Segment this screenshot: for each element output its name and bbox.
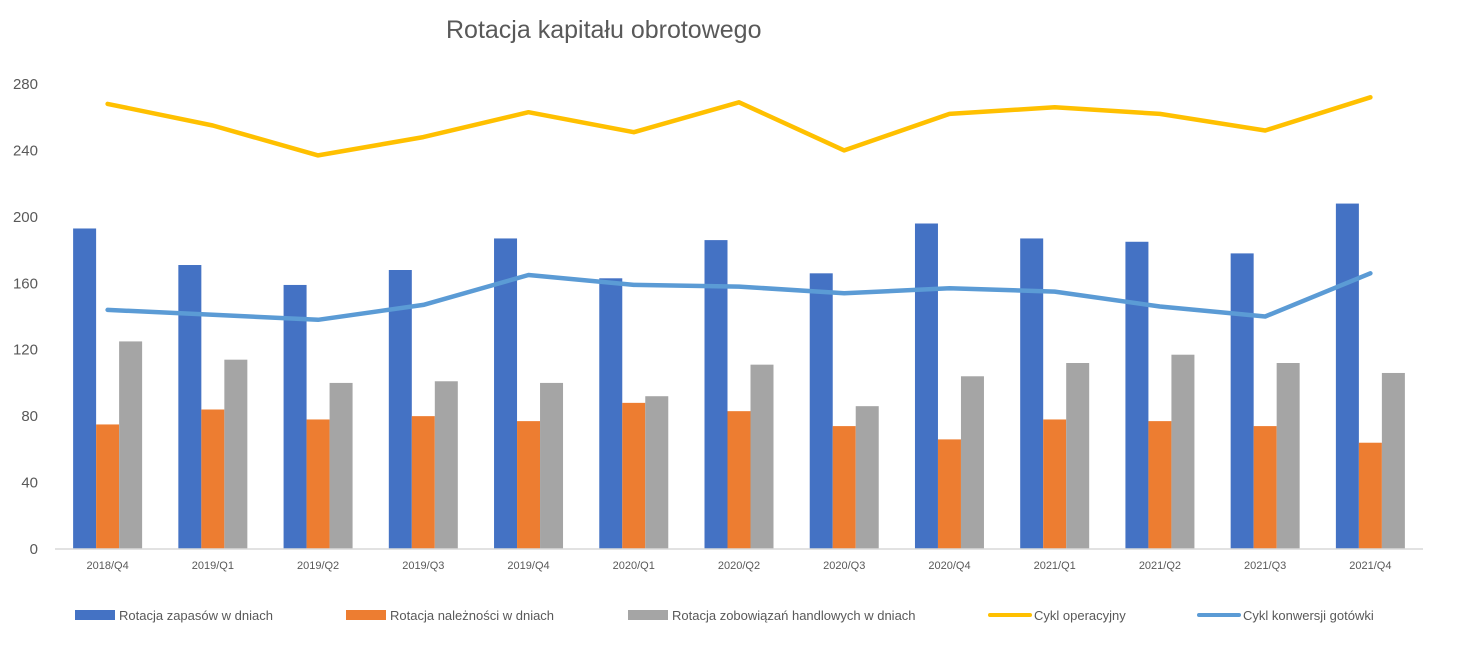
bar-rotacja-zapasow-w-dniach-2021-q1 bbox=[1020, 238, 1044, 550]
x-tick-label: 2020/Q4 bbox=[928, 560, 970, 572]
bar-rotacja-zapasow-w-dniach-2020-q2 bbox=[704, 240, 728, 549]
bar-rotacja-zobowiazan-handlowych-w-dniach-2021-q2 bbox=[1171, 354, 1195, 549]
bar-rotacja-naleznosci-w-dniach-2021-q2 bbox=[1148, 421, 1172, 549]
legend-marker-rotacja-zapasow-w-dniach bbox=[75, 610, 115, 620]
y-tick-label: 40 bbox=[21, 475, 38, 492]
bar-rotacja-naleznosci-w-dniach-2020-q3 bbox=[832, 426, 856, 549]
x-tick-label: 2020/Q3 bbox=[823, 560, 865, 572]
line-cykl-operacyjny bbox=[105, 95, 1373, 158]
legend-marker-rotacja-zobowiazan-handlowych-w-dniach bbox=[628, 610, 668, 620]
x-tick-label: 2020/Q2 bbox=[718, 560, 760, 572]
y-tick-label: 0 bbox=[30, 541, 38, 558]
bar-rotacja-naleznosci-w-dniach-2019-q3 bbox=[411, 416, 435, 549]
x-tick-label: 2021/Q3 bbox=[1244, 560, 1286, 572]
bar-rotacja-zapasow-w-dniach-2019-q1 bbox=[178, 265, 202, 549]
x-tick-label: 2018/Q4 bbox=[87, 560, 129, 572]
legend-label-rotacja-zapasow-w-dniach: Rotacja zapasów w dniach bbox=[119, 608, 273, 623]
x-tick-label: 2019/Q4 bbox=[507, 560, 549, 572]
bar-rotacja-naleznosci-w-dniach-2021-q3 bbox=[1253, 426, 1277, 549]
bars-layer bbox=[73, 203, 1405, 550]
bar-rotacja-zapasow-w-dniach-2019-q2 bbox=[283, 284, 307, 549]
bar-rotacja-zobowiazan-handlowych-w-dniach-2019-q1 bbox=[224, 359, 248, 549]
legend-marker-rotacja-naleznosci-w-dniach bbox=[346, 610, 386, 620]
chart-title: Rotacja kapitału obrotowego bbox=[446, 16, 762, 44]
legend-label-rotacja-zobowiazan-handlowych-w-dniach: Rotacja zobowiązań handlowych w dniach bbox=[672, 608, 916, 623]
bar-rotacja-zapasow-w-dniach-2021-q2 bbox=[1125, 241, 1149, 549]
x-tick-label: 2020/Q1 bbox=[613, 560, 655, 572]
y-tick-label: 280 bbox=[13, 76, 38, 93]
bar-rotacja-naleznosci-w-dniach-2019-q4 bbox=[517, 421, 541, 549]
bar-rotacja-naleznosci-w-dniach-2020-q4 bbox=[937, 439, 961, 549]
bar-rotacja-naleznosci-w-dniach-2021-q1 bbox=[1043, 419, 1067, 549]
y-tick-label: 160 bbox=[13, 275, 38, 292]
bar-rotacja-naleznosci-w-dniach-2019-q1 bbox=[201, 409, 225, 549]
bar-rotacja-zobowiazan-handlowych-w-dniach-2020-q4 bbox=[960, 376, 984, 549]
x-tick-label: 2021/Q1 bbox=[1034, 560, 1076, 572]
legend-label-cykl-operacyjny: Cykl operacyjny bbox=[1034, 608, 1126, 623]
bar-rotacja-zobowiazan-handlowych-w-dniach-2019-q2 bbox=[329, 382, 353, 549]
bar-rotacja-zobowiazan-handlowych-w-dniach-2020-q3 bbox=[855, 406, 879, 549]
labels-layer: 0 40 80 120 160 200 240 280 2018/Q4 2019/Q1 2019/Q… bbox=[13, 76, 1392, 572]
y-tick-label: 200 bbox=[13, 209, 38, 226]
bar-rotacja-naleznosci-w-dniach-2020-q1 bbox=[622, 402, 646, 549]
bar-rotacja-naleznosci-w-dniach-2018-q4 bbox=[96, 424, 120, 549]
x-tick-label: 2019/Q3 bbox=[402, 560, 444, 572]
bar-rotacja-zobowiazan-handlowych-w-dniach-2021-q4 bbox=[1381, 372, 1405, 549]
bar-rotacja-zobowiazan-handlowych-w-dniach-2020-q1 bbox=[645, 396, 669, 549]
bar-rotacja-zapasow-w-dniach-2019-q4 bbox=[494, 238, 518, 550]
bar-rotacja-zapasow-w-dniach-2019-q3 bbox=[388, 270, 412, 549]
x-tick-label: 2019/Q1 bbox=[192, 560, 234, 572]
x-tick-label: 2021/Q2 bbox=[1139, 560, 1181, 572]
bar-rotacja-naleznosci-w-dniach-2020-q2 bbox=[727, 411, 751, 549]
bar-rotacja-zapasow-w-dniach-2021-q3 bbox=[1230, 253, 1254, 549]
bar-rotacja-zobowiazan-handlowych-w-dniach-2019-q3 bbox=[434, 381, 458, 549]
x-tick-label: 2019/Q2 bbox=[297, 560, 339, 572]
line-cykl-konwersji-gotowki bbox=[105, 271, 1373, 323]
bar-rotacja-zapasow-w-dniach-2020-q4 bbox=[914, 223, 938, 549]
bar-rotacja-zobowiazan-handlowych-w-dniach-2019-q4 bbox=[540, 382, 564, 549]
y-tick-label: 240 bbox=[13, 142, 38, 159]
bar-rotacja-zapasow-w-dniach-2021-q4 bbox=[1335, 203, 1359, 550]
bar-rotacja-zapasow-w-dniach-2018-q4 bbox=[73, 228, 97, 549]
y-tick-label: 80 bbox=[21, 408, 38, 425]
bar-rotacja-zobowiazan-handlowych-w-dniach-2020-q2 bbox=[750, 364, 774, 549]
y-tick-label: 120 bbox=[13, 342, 38, 359]
bar-rotacja-naleznosci-w-dniach-2019-q2 bbox=[306, 419, 330, 549]
legend-label-rotacja-naleznosci-w-dniach: Rotacja należności w dniach bbox=[390, 608, 554, 623]
bar-rotacja-zapasow-w-dniach-2020-q3 bbox=[809, 273, 833, 549]
bar-rotacja-zapasow-w-dniach-2020-q1 bbox=[599, 278, 623, 549]
x-tick-label: 2021/Q4 bbox=[1349, 560, 1391, 572]
bar-rotacja-zobowiazan-handlowych-w-dniach-2018-q4 bbox=[119, 341, 143, 549]
lines-layer bbox=[105, 95, 1373, 323]
bar-rotacja-zobowiazan-handlowych-w-dniach-2021-q1 bbox=[1066, 363, 1090, 549]
legend-label-cykl-konwersji-gotowki: Cykl konwersji gotówki bbox=[1243, 608, 1374, 623]
bar-rotacja-zobowiazan-handlowych-w-dniach-2021-q3 bbox=[1276, 363, 1300, 549]
legend: Rotacja zapasów w dniach Rotacja należnoś… bbox=[75, 608, 1374, 623]
bar-rotacja-naleznosci-w-dniach-2021-q4 bbox=[1358, 442, 1382, 549]
